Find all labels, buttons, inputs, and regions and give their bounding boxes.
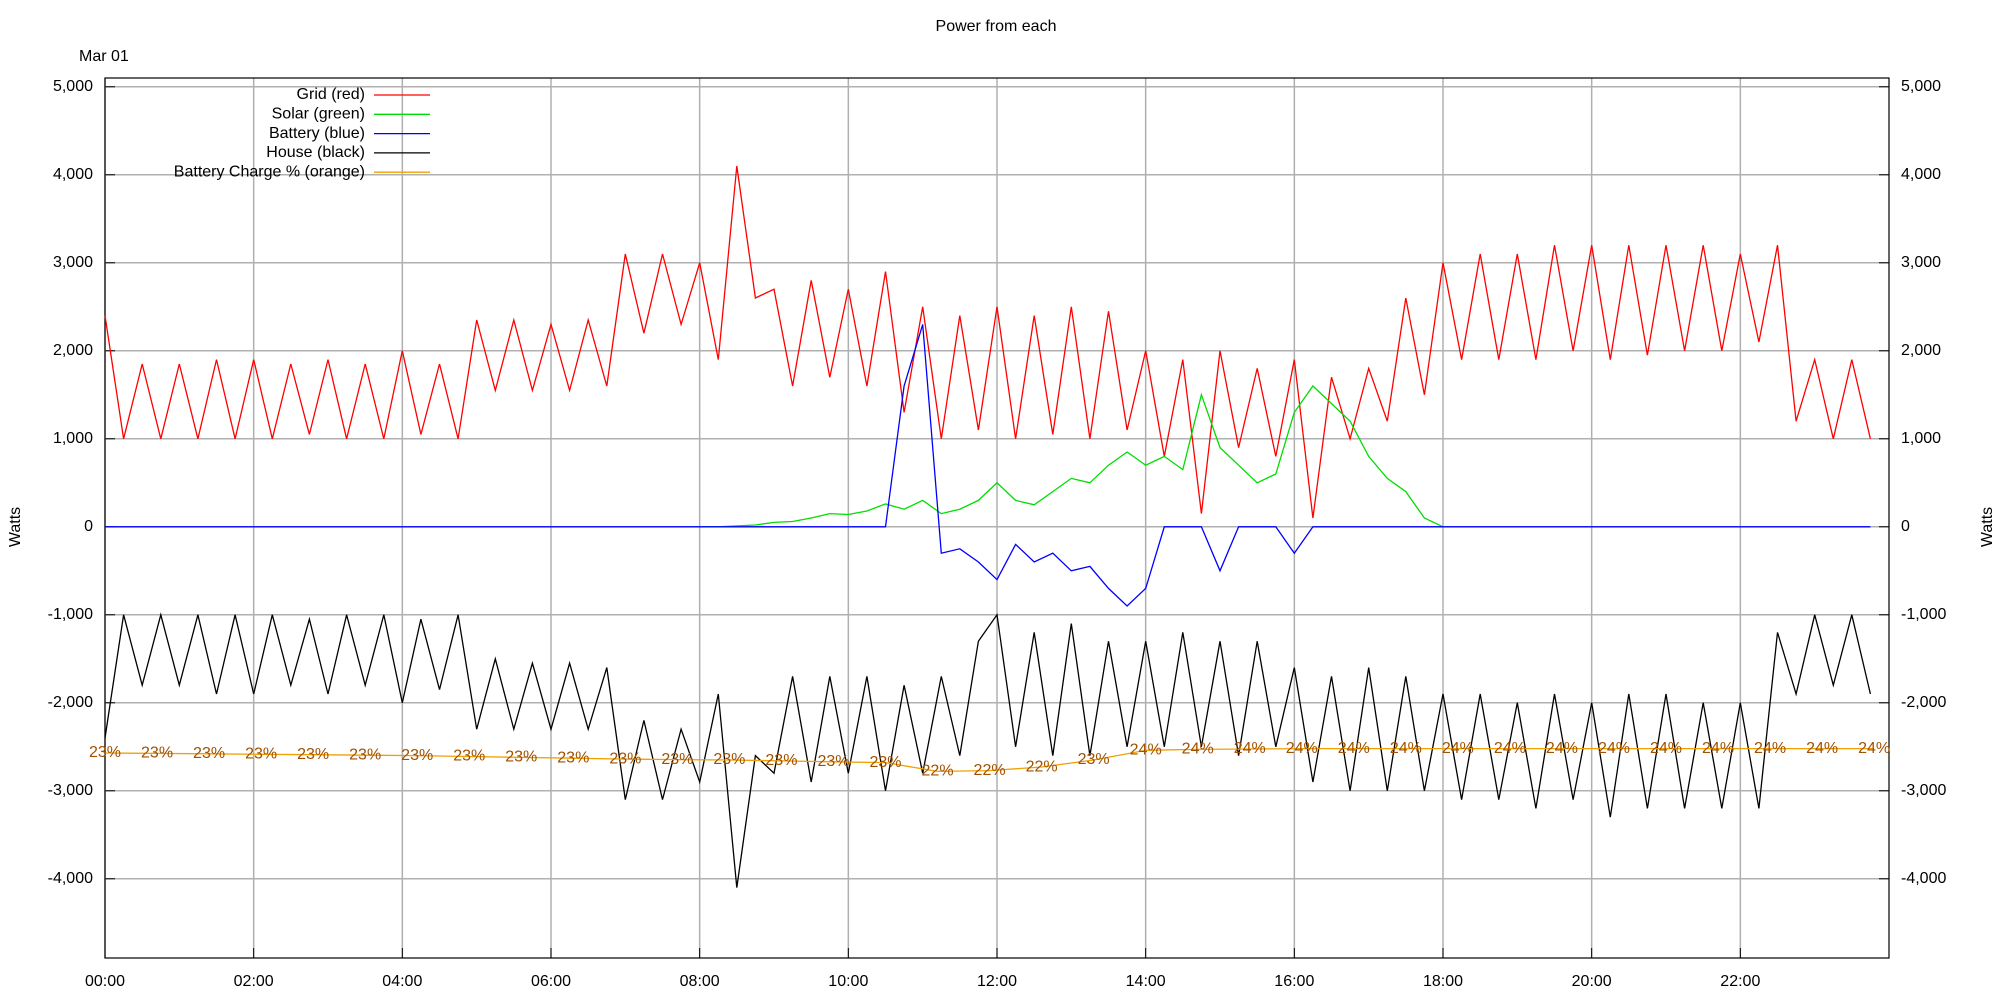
- value-label: 23%: [141, 745, 173, 762]
- series-line: [104, 612, 1872, 888]
- chart-subtitle: Mar 01: [79, 48, 129, 65]
- x-tick-label: 00:00: [85, 973, 125, 990]
- chart-title: Power from each: [936, 18, 1057, 35]
- value-label: 23%: [557, 749, 589, 766]
- y-tick-label: 2,000: [53, 342, 93, 359]
- value-label: 22%: [974, 762, 1006, 779]
- value-label: 22%: [922, 763, 954, 780]
- x-tick-label: 12:00: [977, 973, 1017, 990]
- legend-label: House (black): [266, 144, 365, 161]
- legend-label: Solar (green): [272, 106, 365, 123]
- x-tick-label: 04:00: [382, 973, 422, 990]
- y-tick-label: 5,000: [53, 78, 93, 95]
- value-label: 24%: [1442, 740, 1474, 757]
- y-tick-label: 1,000: [53, 430, 93, 447]
- value-label: 23%: [401, 747, 433, 764]
- x-tick-label: 20:00: [1572, 973, 1612, 990]
- value-label: 24%: [1546, 740, 1578, 757]
- value-label: 23%: [765, 752, 797, 769]
- value-label: 23%: [661, 751, 693, 768]
- value-label: 23%: [1078, 751, 1110, 768]
- value-label: 24%: [1234, 740, 1266, 757]
- y-tick-label: -3,000: [48, 782, 93, 799]
- plot-frame: [104, 77, 1890, 959]
- value-label: 24%: [1598, 740, 1630, 757]
- y2-tick-label: 1,000: [1901, 430, 1941, 447]
- value-label: 24%: [1338, 740, 1370, 757]
- value-label: 23%: [817, 753, 849, 770]
- y-tick-label: -1,000: [48, 606, 93, 623]
- value-label: 24%: [1130, 742, 1162, 759]
- series-line: [104, 747, 1875, 773]
- x-tick-label: 14:00: [1126, 973, 1166, 990]
- value-label: 23%: [349, 746, 381, 763]
- y-tick-label: 0: [84, 518, 93, 535]
- value-label: 24%: [1754, 740, 1786, 757]
- value-label: 23%: [505, 749, 537, 766]
- value-label: 24%: [1286, 740, 1318, 757]
- value-label: 23%: [713, 751, 745, 768]
- series-line: [105, 324, 1871, 607]
- value-label: 24%: [1702, 740, 1734, 757]
- value-label: 24%: [1806, 740, 1838, 757]
- value-label: 23%: [869, 754, 901, 771]
- y-axis-label: Watts: [7, 507, 24, 547]
- y-tick-label: -4,000: [48, 870, 93, 887]
- value-label: 24%: [1858, 740, 1890, 757]
- x-tick-label: 06:00: [531, 973, 571, 990]
- x-tick-label: 08:00: [680, 973, 720, 990]
- x-tick-label: 22:00: [1720, 973, 1760, 990]
- y-tick-label: 3,000: [53, 254, 93, 271]
- y2-tick-label: 4,000: [1901, 166, 1941, 183]
- value-label: 24%: [1390, 740, 1422, 757]
- value-label: 23%: [453, 748, 485, 765]
- series-line: [699, 385, 1444, 528]
- y2-tick-label: 0: [1901, 518, 1910, 535]
- y2-tick-label: -1,000: [1901, 606, 1946, 623]
- x-tick-label: 16:00: [1274, 973, 1314, 990]
- y2-tick-label: 2,000: [1901, 342, 1941, 359]
- value-label: 23%: [609, 750, 641, 767]
- y-tick-label: -2,000: [48, 694, 93, 711]
- value-label: 23%: [193, 745, 225, 762]
- value-label: 24%: [1182, 741, 1214, 758]
- legend-label: Grid (red): [297, 86, 365, 103]
- value-label: 22%: [1026, 758, 1058, 775]
- legend-label: Battery Charge % (orange): [174, 163, 365, 180]
- value-label: 23%: [245, 745, 277, 762]
- y2-tick-label: -4,000: [1901, 870, 1946, 887]
- y-tick-label: 4,000: [53, 166, 93, 183]
- y2-tick-label: -2,000: [1901, 694, 1946, 711]
- value-label: 23%: [89, 744, 121, 761]
- value-label: 23%: [297, 746, 329, 763]
- legend-label: Battery (blue): [269, 125, 365, 142]
- value-label: 24%: [1494, 740, 1526, 757]
- y2-tick-label: 3,000: [1901, 254, 1941, 271]
- series-line: [104, 165, 1872, 519]
- value-label: 24%: [1650, 740, 1682, 757]
- x-tick-label: 10:00: [828, 973, 868, 990]
- y2-axis-label: Watts: [1979, 507, 1996, 547]
- x-tick-label: 02:00: [234, 973, 274, 990]
- x-tick-label: 18:00: [1423, 973, 1463, 990]
- y2-tick-label: 5,000: [1901, 78, 1941, 95]
- y2-tick-label: -3,000: [1901, 782, 1946, 799]
